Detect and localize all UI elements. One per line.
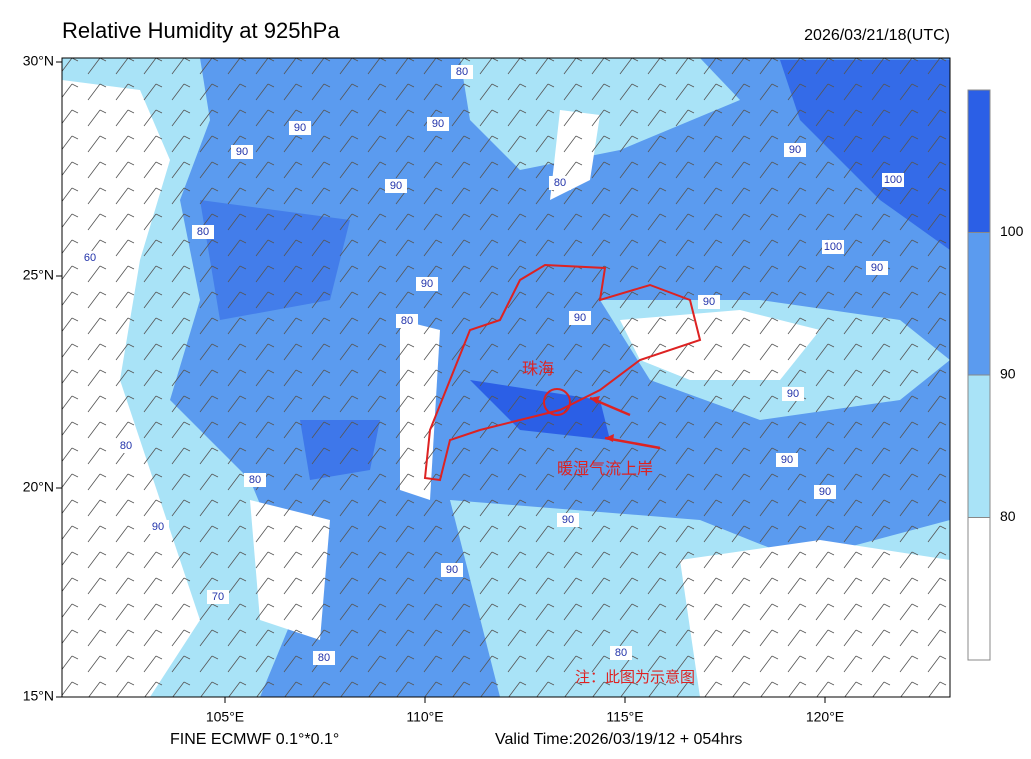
contour-label-bg [207, 590, 229, 604]
contour-label-bg [557, 513, 579, 527]
contour-label-bg [396, 314, 418, 328]
city-label: 珠海 [522, 360, 554, 378]
lat-label: 20°N [23, 479, 54, 495]
datetime: 2026/03/21/18(UTC) [804, 27, 950, 44]
lon-label: 110°E [406, 709, 443, 725]
lon-label: 120°E [806, 709, 844, 725]
contour-label: 60 [84, 252, 96, 264]
contour-label: 90 [446, 564, 458, 576]
valid-time: Valid Time:2026/03/19/12 + 054hrs [495, 731, 742, 748]
contour-label: 100 [824, 241, 842, 253]
contour-label: 90 [703, 296, 715, 308]
contour-label-bg [231, 145, 253, 159]
contour-label-bg [385, 179, 407, 193]
contour-label: 80 [318, 652, 330, 664]
colorbar-segment [967, 374, 991, 518]
colorbar-segment [967, 232, 991, 376]
contour-label-bg [549, 176, 571, 190]
contour-label-bg [289, 121, 311, 135]
contour-label-bg [313, 651, 335, 665]
frame [61, 57, 951, 698]
contour-label-bg [147, 520, 169, 534]
contour-label: 90 [819, 486, 831, 498]
contour-label: 90 [421, 278, 433, 290]
contour-label: 80 [456, 66, 468, 78]
lat-label: 15°N [23, 688, 54, 704]
contour-label: 90 [789, 144, 801, 156]
model: FINE ECMWF 0.1°*0.1° [170, 731, 339, 748]
lon-label: 115°E [606, 709, 643, 725]
contour-label: 90 [574, 312, 586, 324]
contour-label: 80 [554, 177, 566, 189]
contour-label: 70 [212, 591, 224, 603]
contour-label-bg [610, 646, 632, 660]
contour-label: 90 [152, 521, 164, 533]
flow-label: 暖湿气流上岸 [557, 460, 653, 478]
title: Relative Humidity at 925hPa [62, 18, 340, 43]
contour-label-bg [698, 295, 720, 309]
contour-label: 80 [197, 226, 209, 238]
contour-label: 90 [871, 262, 883, 274]
contour-label: 90 [562, 514, 574, 526]
contour-label-bg [866, 261, 888, 275]
map: 珠海 暖湿气流上岸 注：此图为示意图 90 90 90 90 80 80 90 100 100 9… [62, 58, 950, 697]
contour-label-bg [244, 473, 266, 487]
contour-label-bg [192, 225, 214, 239]
contour-label-bg [814, 485, 836, 499]
lon-label: 105°E [206, 709, 244, 725]
contour-label: 80 [120, 440, 132, 452]
colorbar-segment [967, 517, 991, 661]
contour-label: 90 [787, 388, 799, 400]
contour-label: 80 [615, 647, 627, 659]
contour-label-bg [115, 439, 137, 453]
contour-label: 90 [236, 146, 248, 158]
contour-label: 90 [294, 122, 306, 134]
contour-label: 90 [390, 180, 402, 192]
lat-label: 25°N [23, 267, 54, 283]
colorbar-label: 100 [1000, 223, 1024, 239]
contour-label-bg [784, 143, 806, 157]
contour-label-bg [79, 251, 101, 265]
contour-label: 80 [249, 474, 261, 486]
contour-label-bg [782, 387, 804, 401]
contour-label: 80 [401, 315, 413, 327]
contour-label-bg [822, 240, 844, 254]
colorbar-label: 90 [1000, 366, 1016, 382]
contour-label: 90 [781, 454, 793, 466]
contour-label-bg [569, 311, 591, 325]
contour-label-bg [416, 277, 438, 291]
contour-label-bg [441, 563, 463, 577]
contour-label-bg [882, 173, 904, 187]
lat-label: 30°N [23, 53, 54, 69]
contour-label-bg [776, 453, 798, 467]
contour-label-bg [451, 65, 473, 79]
contour-label: 100 [884, 174, 902, 186]
colorbar-segment [967, 89, 991, 233]
note: 注：此图为示意图 [575, 668, 695, 686]
colorbar-label: 80 [1000, 508, 1016, 524]
contour-label-bg [427, 117, 449, 131]
contour-label: 90 [432, 118, 444, 130]
